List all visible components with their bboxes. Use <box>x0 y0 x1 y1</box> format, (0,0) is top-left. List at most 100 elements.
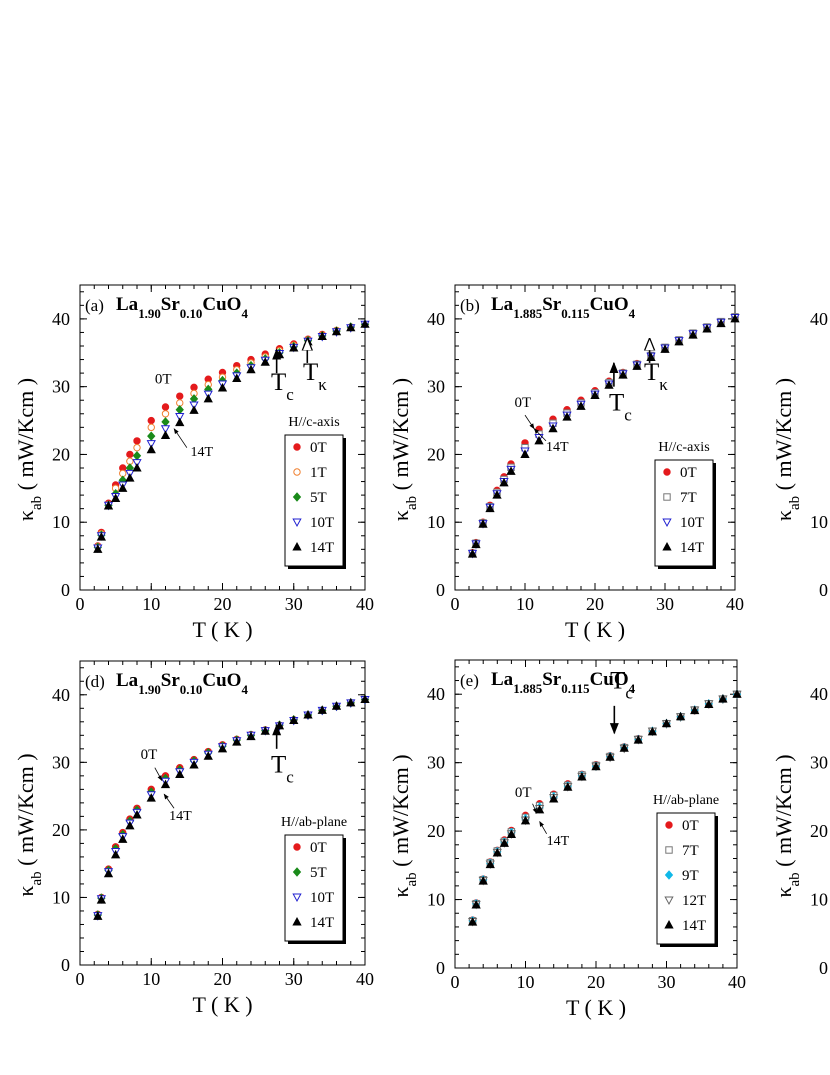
data-point <box>93 544 103 553</box>
data-point <box>161 410 170 418</box>
y-axis-label: κab ( mW/Kcm ) <box>771 378 803 521</box>
panel: 0 10 40 κab ( mW/Kcm ) <box>771 309 828 600</box>
data-point <box>125 820 135 830</box>
legend-marker <box>292 893 302 903</box>
panel-label: (a) <box>85 296 104 315</box>
data-point <box>548 423 558 433</box>
chart-title: La1.90Sr0.10CuO4 <box>116 294 248 321</box>
legend-label: 9T <box>682 868 699 884</box>
y-tick-label: 20 <box>427 444 445 464</box>
data-point <box>467 549 478 558</box>
legend-label: 5T <box>310 865 327 881</box>
data-point <box>506 829 517 839</box>
x-tick-label: 20 <box>586 594 604 614</box>
data-point <box>534 435 544 445</box>
data-point <box>690 705 700 715</box>
data-point <box>674 336 684 346</box>
data-point <box>133 443 141 452</box>
data-point <box>604 380 614 389</box>
data-point <box>190 383 198 392</box>
data-point <box>93 911 103 920</box>
data-point <box>647 726 658 736</box>
legend-label: 0T <box>680 465 697 481</box>
data-point <box>132 462 142 472</box>
y-tick-label: 20 <box>52 444 70 464</box>
legend-marker <box>664 896 674 906</box>
data-point <box>331 701 342 710</box>
legend <box>656 812 716 945</box>
legend-marker <box>292 916 302 926</box>
data-point <box>520 815 531 825</box>
x-tick-label: 0 <box>76 594 85 614</box>
data-point <box>492 847 502 857</box>
legend-marker <box>292 867 302 877</box>
annotation-arrow <box>524 414 535 430</box>
legend-title: H//ab-plane <box>281 815 347 830</box>
legend-label: 5T <box>310 490 327 506</box>
data-point <box>175 404 184 415</box>
panel: 0 10 20 30 40 0 10 20 30 40 T ( K ) κab ( mW/Kcm ) (… <box>388 659 746 1020</box>
data-point <box>467 917 478 926</box>
data-point <box>520 449 530 458</box>
legend-label: 0T <box>310 440 327 456</box>
y-tick-label: 10 <box>52 887 70 907</box>
data-point <box>471 539 481 549</box>
data-point <box>702 324 712 333</box>
x-tick-label: 10 <box>142 969 160 989</box>
x-tick-label: 0 <box>451 972 460 992</box>
chart-title: La1.885Sr0.115CuO4 <box>491 294 636 321</box>
legend-label: 0T <box>310 840 327 856</box>
data-point <box>605 752 615 761</box>
data-point <box>303 709 313 719</box>
data-point <box>175 417 185 427</box>
y-axis-label: κab ( mW/Kcm ) <box>13 378 45 521</box>
legend-marker <box>665 846 673 854</box>
data-point <box>260 357 270 366</box>
y-tick-label: 40 <box>427 684 445 704</box>
data-point <box>718 693 728 703</box>
data-point <box>317 331 327 341</box>
y-tick-label: 20 <box>427 821 445 841</box>
y-tick-label: 10 <box>427 512 445 532</box>
data-point <box>203 751 213 760</box>
data-point <box>118 483 128 492</box>
legend-marker <box>293 443 301 451</box>
legend-title: H//c-axis <box>658 440 709 455</box>
data-point <box>175 412 185 422</box>
x-tick-label: 40 <box>726 594 744 614</box>
annotation-arrow <box>154 767 163 782</box>
legend-label: 1T <box>310 465 327 481</box>
x-tick-label: 10 <box>142 594 160 614</box>
data-point <box>146 793 156 802</box>
data-point <box>704 699 714 708</box>
x-axis-label: T ( K ) <box>192 992 252 1017</box>
panel: 0 10 20 30 40 0 10 20 30 40 T ( K ) κab ( mW/Kcm ) (… <box>13 284 374 642</box>
legend-marker <box>292 518 302 528</box>
annotation: 0T <box>155 371 172 387</box>
x-tick-label: 30 <box>285 594 303 614</box>
y-tick-label: 40 <box>52 309 70 329</box>
panel-label: (b) <box>460 296 480 315</box>
annotation: Tc <box>271 751 294 786</box>
annotation: Tc <box>271 369 294 404</box>
data-point <box>103 868 114 878</box>
data-point <box>132 809 142 819</box>
data-point <box>175 769 185 778</box>
legend-label: 12T <box>682 893 706 909</box>
data-point <box>485 503 495 513</box>
data-point <box>331 326 342 336</box>
data-point <box>160 779 171 789</box>
y-axis-label: κab ( mW/Kcm ) <box>13 753 45 896</box>
annotation: Tκ <box>644 359 668 394</box>
x-tick-label: 30 <box>656 594 674 614</box>
data-point <box>346 322 356 332</box>
legend-marker <box>293 468 301 476</box>
data-point <box>289 342 299 352</box>
panel: 0 10 20 30 40 0 10 20 30 40 T ( K ) κab ( mW/Kcm ) (… <box>388 284 744 642</box>
legend-marker <box>663 493 671 501</box>
panel-label: (e) <box>460 671 479 690</box>
y-tick-label: 0 <box>436 958 445 978</box>
data-point <box>633 735 643 744</box>
data-point <box>471 899 481 909</box>
legend-marker <box>292 541 302 551</box>
